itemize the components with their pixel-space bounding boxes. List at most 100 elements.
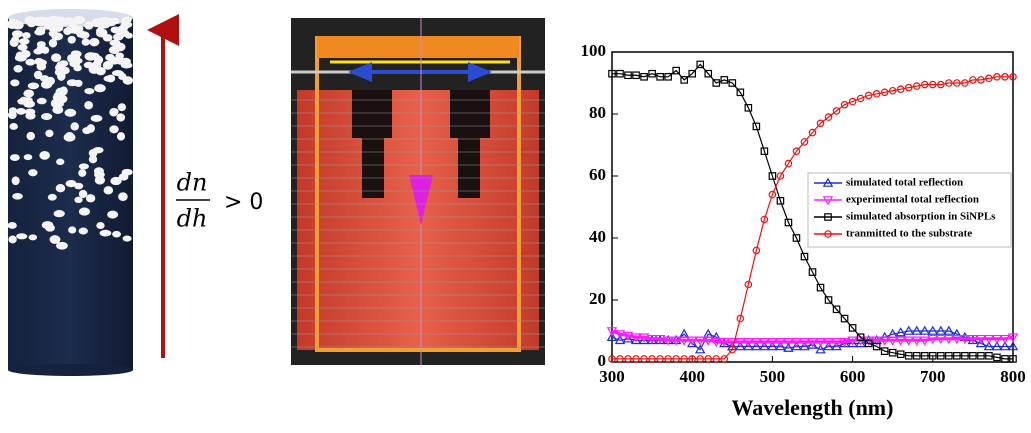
- particle: [11, 30, 23, 38]
- data-point: [744, 103, 753, 112]
- data-point: [888, 86, 897, 95]
- data-point: [839, 338, 850, 348]
- data-point: [622, 331, 634, 342]
- data-point: [871, 336, 882, 346]
- data-point: [688, 355, 697, 363]
- particle: [105, 17, 117, 27]
- x-axis-label: Wavelength (nm): [732, 395, 894, 420]
- particle: [69, 60, 81, 68]
- plot-frame: [611, 51, 1014, 363]
- y-tick-label: 100: [581, 41, 607, 60]
- particle: [122, 235, 132, 242]
- data-point: [832, 107, 841, 115]
- data-point: [961, 79, 969, 87]
- particle: [78, 207, 91, 216]
- data-point: [630, 333, 642, 343]
- data-point: [783, 338, 794, 348]
- data-point: [945, 79, 953, 87]
- particle: [70, 122, 79, 131]
- particle: [108, 46, 120, 55]
- data-point: [670, 336, 682, 346]
- data-point: [686, 337, 698, 348]
- data-point: [903, 325, 914, 335]
- data-point: [606, 327, 618, 337]
- sim-void: [362, 138, 384, 198]
- data-point: [640, 72, 648, 81]
- data-point: [856, 333, 865, 342]
- particle: [83, 61, 94, 69]
- legend-marker: [822, 196, 834, 206]
- y-tick-label: 40: [589, 227, 606, 246]
- particle: [84, 87, 95, 95]
- particle: [64, 108, 77, 117]
- particle: [8, 235, 17, 244]
- data-point: [991, 341, 1003, 351]
- data-point: [783, 342, 794, 352]
- data-point: [904, 83, 913, 92]
- data-point: [953, 79, 961, 87]
- particle: [36, 41, 46, 48]
- data-point: [848, 97, 857, 106]
- data-point: [672, 66, 680, 75]
- particle: [48, 38, 58, 48]
- particle: [51, 53, 62, 63]
- particle: [59, 86, 68, 96]
- data-point: [928, 352, 937, 360]
- particle: [111, 70, 124, 77]
- data-point: [728, 345, 737, 354]
- data-point: [1009, 355, 1017, 363]
- x-tick-label: 600: [840, 367, 866, 386]
- legend-marker: [824, 213, 832, 221]
- data-point: [912, 352, 921, 360]
- data-point: [823, 341, 834, 351]
- particle: [74, 196, 83, 204]
- data-point: [736, 314, 745, 323]
- particle: [86, 124, 95, 133]
- simulation-image: [291, 18, 545, 365]
- data-point: [768, 172, 777, 180]
- particle: [27, 82, 40, 90]
- data-point: [1001, 355, 1009, 363]
- data-point: [888, 348, 897, 357]
- data-point: [664, 355, 672, 363]
- particle: [92, 146, 104, 154]
- data-point: [1007, 341, 1019, 351]
- particle: [109, 108, 119, 115]
- data-point: [896, 85, 905, 94]
- data-point: [735, 341, 746, 351]
- particle: [41, 113, 53, 121]
- data-point: [751, 338, 762, 348]
- data-point: [953, 352, 961, 360]
- data-point: [624, 71, 632, 80]
- y-tick-label: 60: [589, 165, 606, 184]
- particle: [49, 235, 61, 244]
- data-point: [720, 355, 729, 363]
- particle: [78, 169, 87, 177]
- data-point: [752, 246, 761, 255]
- data-point: [943, 334, 955, 345]
- legend-label: simulated absorption in SiNPLs: [846, 211, 996, 223]
- data-point: [720, 76, 729, 84]
- data-point: [614, 334, 626, 345]
- data-point: [648, 69, 656, 78]
- data-point: [999, 341, 1011, 351]
- data-point: [640, 355, 648, 363]
- particle: [51, 32, 64, 41]
- data-point: [696, 355, 705, 363]
- data-point: [792, 234, 801, 242]
- data-point: [622, 333, 634, 343]
- sim-k-vector: [409, 175, 433, 225]
- particle: [13, 65, 23, 73]
- data-point: [959, 331, 971, 341]
- data-point: [638, 333, 650, 343]
- data-point: [999, 334, 1011, 345]
- particle: [9, 154, 20, 161]
- data-point: [864, 91, 873, 100]
- data-point: [808, 128, 817, 137]
- particle: [36, 26, 46, 33]
- particle: [48, 24, 58, 32]
- data-point: [975, 337, 987, 348]
- particle: [96, 27, 105, 34]
- data-point: [887, 336, 898, 346]
- data-point: [824, 113, 833, 121]
